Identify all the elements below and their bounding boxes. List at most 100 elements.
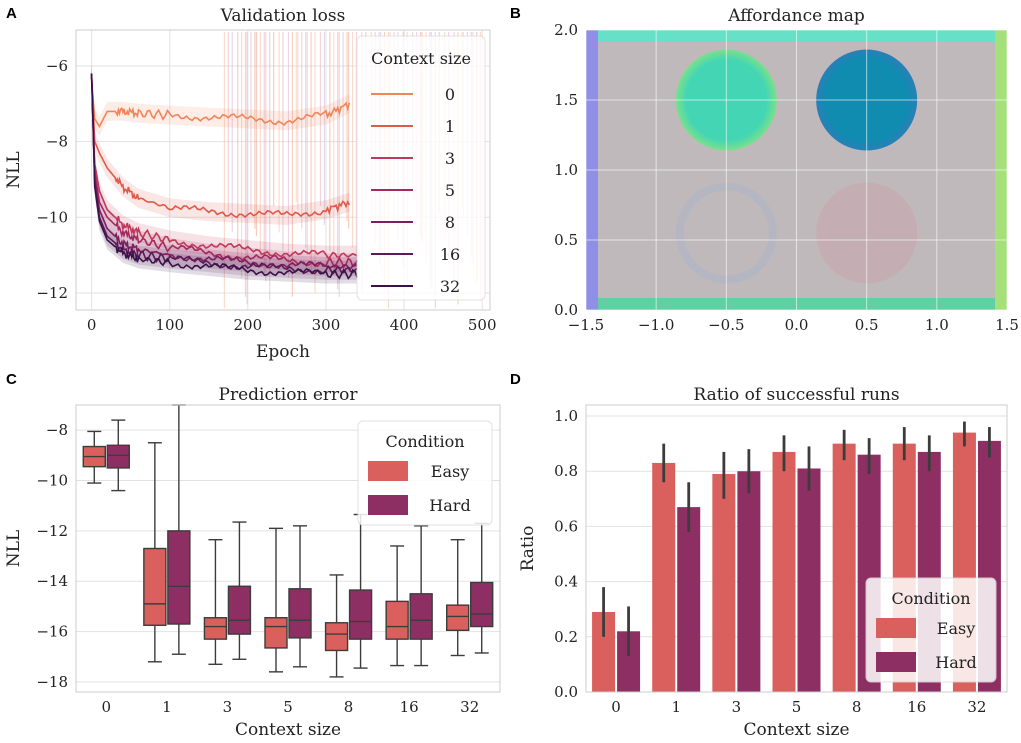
legend-label: Hard xyxy=(935,653,976,672)
box-hard xyxy=(227,585,252,635)
x-tick-label: −1.0 xyxy=(638,316,674,334)
legend-box xyxy=(356,35,486,301)
bar-hard xyxy=(617,631,641,692)
chart-title: Validation loss xyxy=(220,6,346,26)
panel-b: B −1.5 −1.0 −0.5 0.0 0.5 1.0 1.5 0.0 0.5 1.0 1.5 2.… xyxy=(510,5,1019,334)
series-line-5 xyxy=(90,73,358,269)
x-tick-label: 3 xyxy=(732,698,742,716)
box-easy xyxy=(446,604,470,632)
bar-easy xyxy=(652,462,676,692)
y-tick-label: −16 xyxy=(36,623,68,641)
series-line-3 xyxy=(90,75,358,260)
x-tick-label: 0.5 xyxy=(855,316,879,334)
box-hard xyxy=(167,530,191,625)
y-axis-label: NLL xyxy=(4,151,24,188)
panel-label-a: A xyxy=(6,5,17,22)
legend-swatch xyxy=(368,461,408,481)
bar-easy xyxy=(712,473,736,692)
series-line-1 xyxy=(90,77,351,219)
x-tick-label: 16 xyxy=(907,698,926,716)
x-tick-label: 1.0 xyxy=(925,316,949,334)
x-tick-label: 3 xyxy=(223,698,233,716)
x-axis-label: Context size xyxy=(743,720,849,740)
y-axis-label: Ratio xyxy=(518,526,538,572)
panel-label-b: B xyxy=(510,5,521,22)
x-tick-label: 0 xyxy=(87,316,97,334)
x-tick-label: 32 xyxy=(460,698,479,716)
y-tick-label: −18 xyxy=(36,673,68,691)
legend-label: 16 xyxy=(440,245,460,264)
box-easy xyxy=(385,600,409,640)
x-tick-label: 0.0 xyxy=(785,316,809,334)
plot-frame xyxy=(75,404,501,693)
y-tick-label: 1.5 xyxy=(554,91,578,109)
legend-title: Condition xyxy=(891,589,970,608)
x-tick-label: 1 xyxy=(162,698,172,716)
x-tick-label: 1 xyxy=(671,698,681,716)
box-easy xyxy=(143,547,167,626)
legend-label: Hard xyxy=(429,496,470,515)
legend-title: Context size xyxy=(371,49,471,68)
box-hard xyxy=(106,444,130,469)
x-tick-label: 500 xyxy=(468,316,497,334)
legend-label: Easy xyxy=(937,619,975,638)
y-tick-label: 0.5 xyxy=(554,231,578,249)
y-tick-label: 0.0 xyxy=(554,683,578,701)
legend-swatch xyxy=(876,618,916,638)
y-tick-label: 1.0 xyxy=(554,407,578,425)
x-tick-label: 1.5 xyxy=(995,316,1019,334)
panel-label-d: D xyxy=(510,371,521,388)
y-tick-label: 0.2 xyxy=(554,628,578,646)
x-tick-label: 5 xyxy=(283,698,293,716)
bar-easy xyxy=(832,443,856,692)
legend-label: 32 xyxy=(440,277,460,296)
y-tick-label: −12 xyxy=(36,522,68,540)
y-tick-label: −12 xyxy=(36,284,68,302)
series-line-8 xyxy=(90,73,358,270)
bar-easy xyxy=(592,611,616,692)
box-hard xyxy=(470,581,494,628)
legend-label: 5 xyxy=(445,181,455,200)
box-easy xyxy=(264,617,288,649)
legend-swatch xyxy=(368,495,408,515)
y-tick-label: −14 xyxy=(36,572,68,590)
x-axis-label: Context size xyxy=(235,720,341,740)
y-tick-label: 0.8 xyxy=(554,462,578,480)
chart-title: Prediction error xyxy=(219,385,359,405)
bar-hard xyxy=(797,468,821,692)
y-tick-label: 0.0 xyxy=(554,301,578,319)
y-tick-label: −10 xyxy=(36,472,68,490)
box-hard xyxy=(288,588,312,639)
y-tick-label: −10 xyxy=(36,208,68,226)
y-tick-label: −8 xyxy=(46,421,68,439)
x-tick-label: 16 xyxy=(400,698,419,716)
y-tick-label: −6 xyxy=(46,57,68,75)
bar-hard xyxy=(677,507,701,692)
x-tick-label: −0.5 xyxy=(708,316,744,334)
x-tick-label: 100 xyxy=(155,316,184,334)
panel-c: C 0 1 3 5 8 16 32 −8 −10 −12 −14 −16 −18 Prediction e… xyxy=(4,371,501,740)
panel-d: D 0 1 3 5 8 16 32 0.0 0.2 0.4 0.6 0.8 1.0 Ratio of su… xyxy=(510,371,1008,740)
box-hard xyxy=(409,593,433,640)
y-tick-label: 1.0 xyxy=(554,161,578,179)
x-tick-label: 300 xyxy=(312,316,341,334)
y-tick-label: −8 xyxy=(46,133,68,151)
x-axis-label: Epoch xyxy=(256,342,310,362)
legend-label: Easy xyxy=(431,462,469,481)
legend-label: 8 xyxy=(445,213,455,232)
x-tick-label: 0 xyxy=(102,698,112,716)
legend-label: 1 xyxy=(445,117,455,136)
y-tick-label: 2.0 xyxy=(554,21,578,39)
legend-label: 3 xyxy=(445,149,455,168)
y-tick-label: 0.6 xyxy=(554,517,578,535)
y-tick-label: 0.4 xyxy=(554,573,578,591)
plot-frame xyxy=(75,29,491,311)
x-tick-label: 8 xyxy=(852,698,862,716)
chart-title: Ratio of successful runs xyxy=(693,385,899,405)
bar-hard xyxy=(737,471,761,692)
panel-label-c: C xyxy=(6,371,17,388)
series-line-0 xyxy=(90,81,351,129)
series-band-0 xyxy=(91,71,350,136)
x-tick-label: 200 xyxy=(234,316,263,334)
